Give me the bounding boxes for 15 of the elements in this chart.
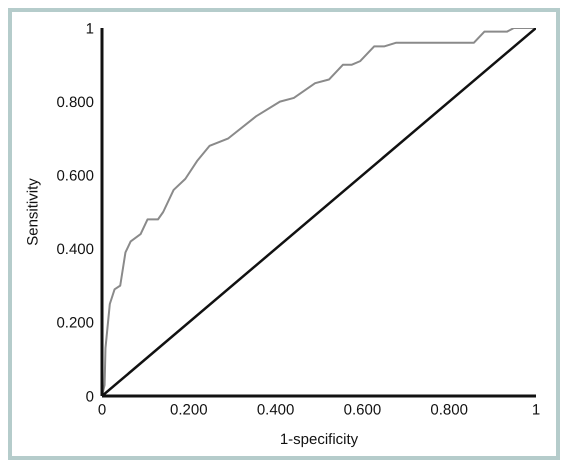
line-series bbox=[102, 28, 536, 396]
x-axis-title: 1-specificity bbox=[280, 431, 359, 448]
x-tick-label: 0.800 bbox=[430, 402, 468, 419]
y-axis-title: Sensitivity bbox=[24, 178, 42, 246]
x-tick-label: 0 bbox=[98, 402, 106, 419]
y-tick-label: 1 bbox=[86, 20, 94, 38]
y-tick-label: 0.800 bbox=[56, 94, 94, 111]
x-tick-label: 0.200 bbox=[170, 402, 208, 419]
x-tick-label: 1 bbox=[532, 402, 540, 419]
x-tick-label: 0.600 bbox=[344, 402, 382, 419]
y-tick-label: 0.400 bbox=[56, 241, 94, 258]
y-tick-label: 0.200 bbox=[56, 314, 94, 332]
y-tick-label: 0.600 bbox=[56, 168, 94, 185]
y-tick-label: 0 bbox=[86, 388, 94, 406]
x-tick-label: 0.400 bbox=[256, 402, 294, 419]
